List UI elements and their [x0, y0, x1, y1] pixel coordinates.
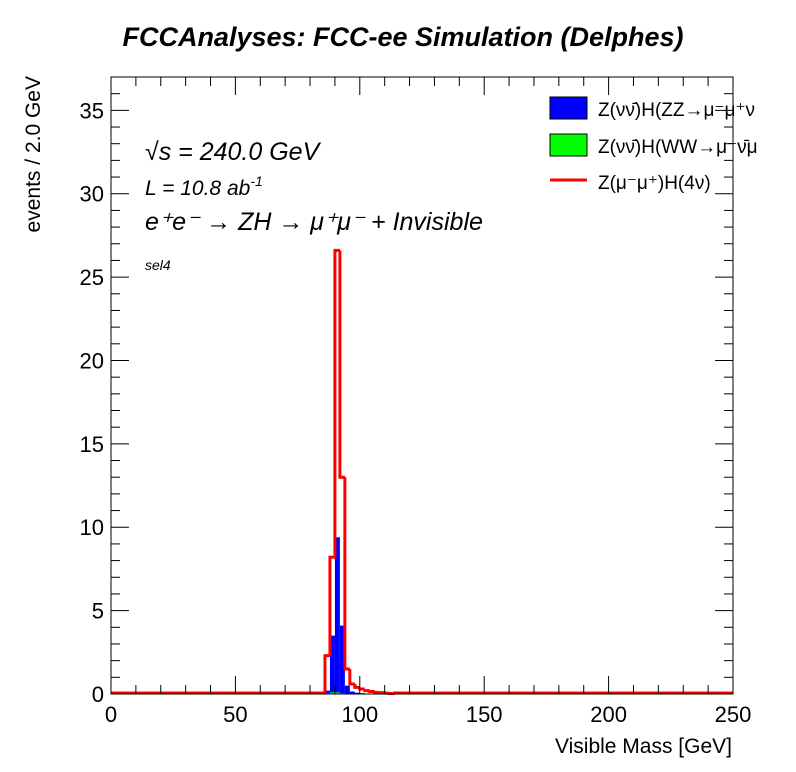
chart-title: FCCAnalyses: FCC-ee Simulation (Delphes) — [122, 22, 683, 52]
bar-series0-bin1 — [329, 635, 335, 694]
legend-swatch-ww — [549, 133, 588, 157]
y-tick-label: 25 — [80, 265, 104, 290]
bar-series1-bin1 — [329, 692, 335, 694]
legend-swatch-zz — [549, 96, 588, 120]
x-tick-label: 100 — [341, 702, 378, 727]
sqrt-s-annotation: √s = 240.0 GeV — [145, 138, 322, 166]
line-series2-bin9 — [368, 689, 375, 693]
x-tick-label: 150 — [466, 702, 503, 727]
line-series2-bin8 — [363, 688, 370, 693]
x-axis-label: Visible Mass [GeV] — [555, 735, 732, 758]
plot-area: 0 50 100 150 200 250 0 5 10 15 20 25 30 35 — [80, 76, 752, 727]
line-series2-bin1 — [328, 555, 335, 656]
bar-series1-bin2 — [334, 692, 340, 694]
line-series2-bin10 — [373, 690, 380, 694]
legend-label-ww: Z(νν̄)H(WW→μ⁻ν̄μ — [598, 137, 758, 158]
bar-series0-bin3 — [339, 625, 345, 694]
bar-series0-bin6 — [354, 692, 360, 694]
bar-series0-bin0 — [324, 690, 330, 694]
legend: Z(νν̄)H(ZZ→μ⁻μ⁺ν Z(νν̄)H(WW→μ⁻ν̄μ Z(μ⁻μ⁺… — [549, 96, 758, 194]
luminosity-exponent: -1 — [250, 173, 262, 189]
selection-annotation: sel4 — [145, 257, 171, 273]
line-series2-bin4 — [343, 477, 350, 671]
x-tick-label: 50 — [223, 702, 247, 727]
legend-label-4nu: Z(μ⁻μ⁺)H(4ν) — [598, 173, 711, 194]
plot-frame — [110, 76, 734, 695]
process-annotation: e⁺e⁻ → ZH → μ⁺μ⁻ + Invisible — [145, 208, 483, 236]
line-series2-bin12 — [383, 691, 390, 695]
y-tick-label: 0 — [92, 682, 104, 707]
y-tick-label: 15 — [80, 432, 104, 457]
line-series2-bin6 — [353, 683, 360, 689]
line-series2-bin7 — [358, 687, 365, 691]
luminosity-annotation: L = 10.8 ab-1 — [145, 173, 263, 200]
legend-label-zz: Z(νν̄)H(ZZ→μ⁻μ⁺ν — [598, 100, 755, 121]
bar-series0-bin2 — [334, 537, 340, 694]
y-tick-label: 35 — [80, 98, 104, 123]
luminosity-value: L = 10.8 ab — [145, 177, 251, 200]
y-tick-label: 20 — [80, 348, 104, 373]
line-series2-bin0 — [323, 654, 330, 694]
x-tick-label: 250 — [715, 702, 752, 727]
line-series2-bin3 — [338, 250, 345, 479]
line-series2-bin5 — [348, 668, 355, 686]
x-tick-label: 0 — [105, 702, 117, 727]
bar-series0-bin4 — [344, 685, 350, 694]
y-tick-label: 30 — [80, 182, 104, 207]
bar-series0-bin5 — [349, 691, 355, 694]
x-tick-label: 200 — [590, 702, 627, 727]
y-tick-label: 10 — [80, 515, 104, 540]
line-series2-bin2 — [333, 248, 340, 558]
y-tick-label: 5 — [92, 599, 104, 624]
y-axis-label: events / 2.0 GeV — [22, 76, 45, 232]
